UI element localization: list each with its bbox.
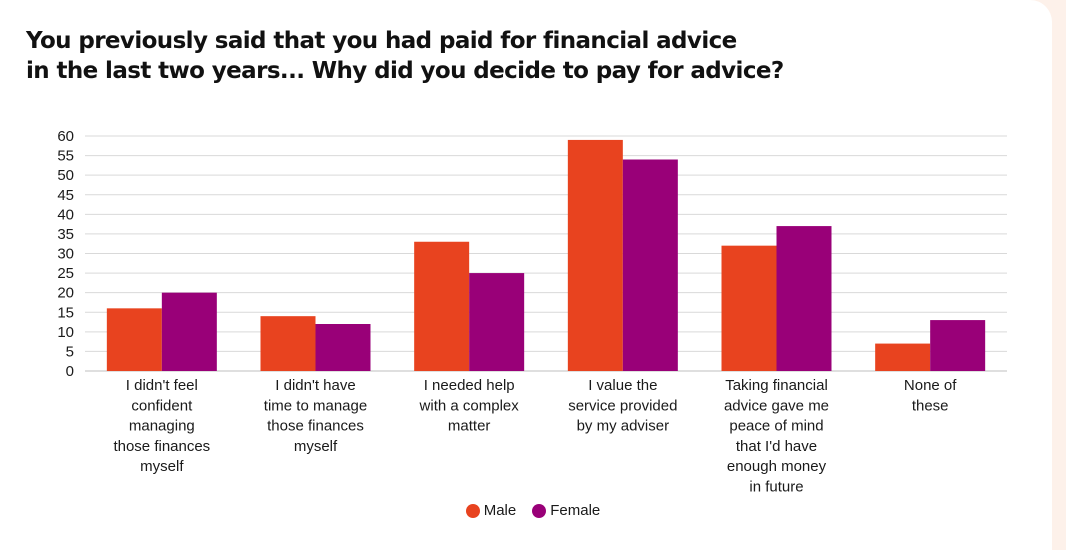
x-category-label: I didn't feel confident managing those fina… [113, 377, 210, 475]
bar-female [161, 292, 217, 371]
y-tick-label: 50 [57, 167, 74, 184]
bar-male [106, 308, 162, 371]
y-tick-label: 5 [66, 343, 74, 360]
chart-title-line-1: You previously said that you had paid fo… [26, 28, 737, 54]
bar-male [260, 316, 316, 371]
bar-male [875, 343, 931, 371]
legend-label-female: Female [550, 502, 601, 519]
bar-female [930, 320, 986, 371]
y-tick-label: 15 [57, 304, 74, 321]
legend-swatch-male [465, 503, 480, 518]
legend-item-male: Male [465, 502, 517, 519]
bar-female [469, 273, 525, 371]
x-axis-labels: I didn't feel confident managing those fina… [113, 377, 957, 496]
bar-female [776, 226, 832, 371]
x-category-label: None of these [904, 377, 957, 414]
x-category-label: I value the service provided by my adviser [568, 377, 677, 435]
legend-label-male: Male [483, 502, 517, 519]
y-tick-label: 0 [66, 363, 74, 380]
x-category-label: I needed help with a complex matter [419, 377, 520, 435]
x-category-label: I didn't have time to manage those finance… [264, 377, 367, 455]
legend-swatch-female [532, 503, 547, 518]
y-tick-label: 20 [57, 285, 74, 302]
y-tick-label: 25 [57, 265, 74, 282]
bar-male [567, 139, 623, 371]
y-axis-ticks: 0 5 10 15 20 25 30 35 40 45 50 55 60 [57, 128, 74, 380]
chart-title-line-2: in the last two years... Why did you dec… [26, 58, 784, 84]
bar-male [721, 245, 777, 371]
y-tick-label: 35 [57, 226, 74, 243]
y-tick-label: 55 [57, 148, 74, 165]
bar-female [622, 159, 678, 371]
legend-item-female: Female [532, 502, 600, 519]
y-tick-label: 30 [57, 246, 74, 263]
y-tick-label: 45 [57, 187, 74, 204]
y-tick-label: 40 [57, 206, 74, 223]
chart-title: You previously said that you had paid fo… [26, 26, 926, 86]
bars [106, 139, 986, 371]
gridlines [85, 135, 1007, 372]
y-tick-label: 10 [57, 324, 74, 341]
bar-male [414, 241, 470, 371]
y-tick-label: 60 [57, 128, 74, 145]
bar-female [315, 324, 371, 371]
legend: Male Female [0, 502, 1066, 519]
x-category-label: Taking financial advice gave me peace of m… [724, 377, 829, 496]
